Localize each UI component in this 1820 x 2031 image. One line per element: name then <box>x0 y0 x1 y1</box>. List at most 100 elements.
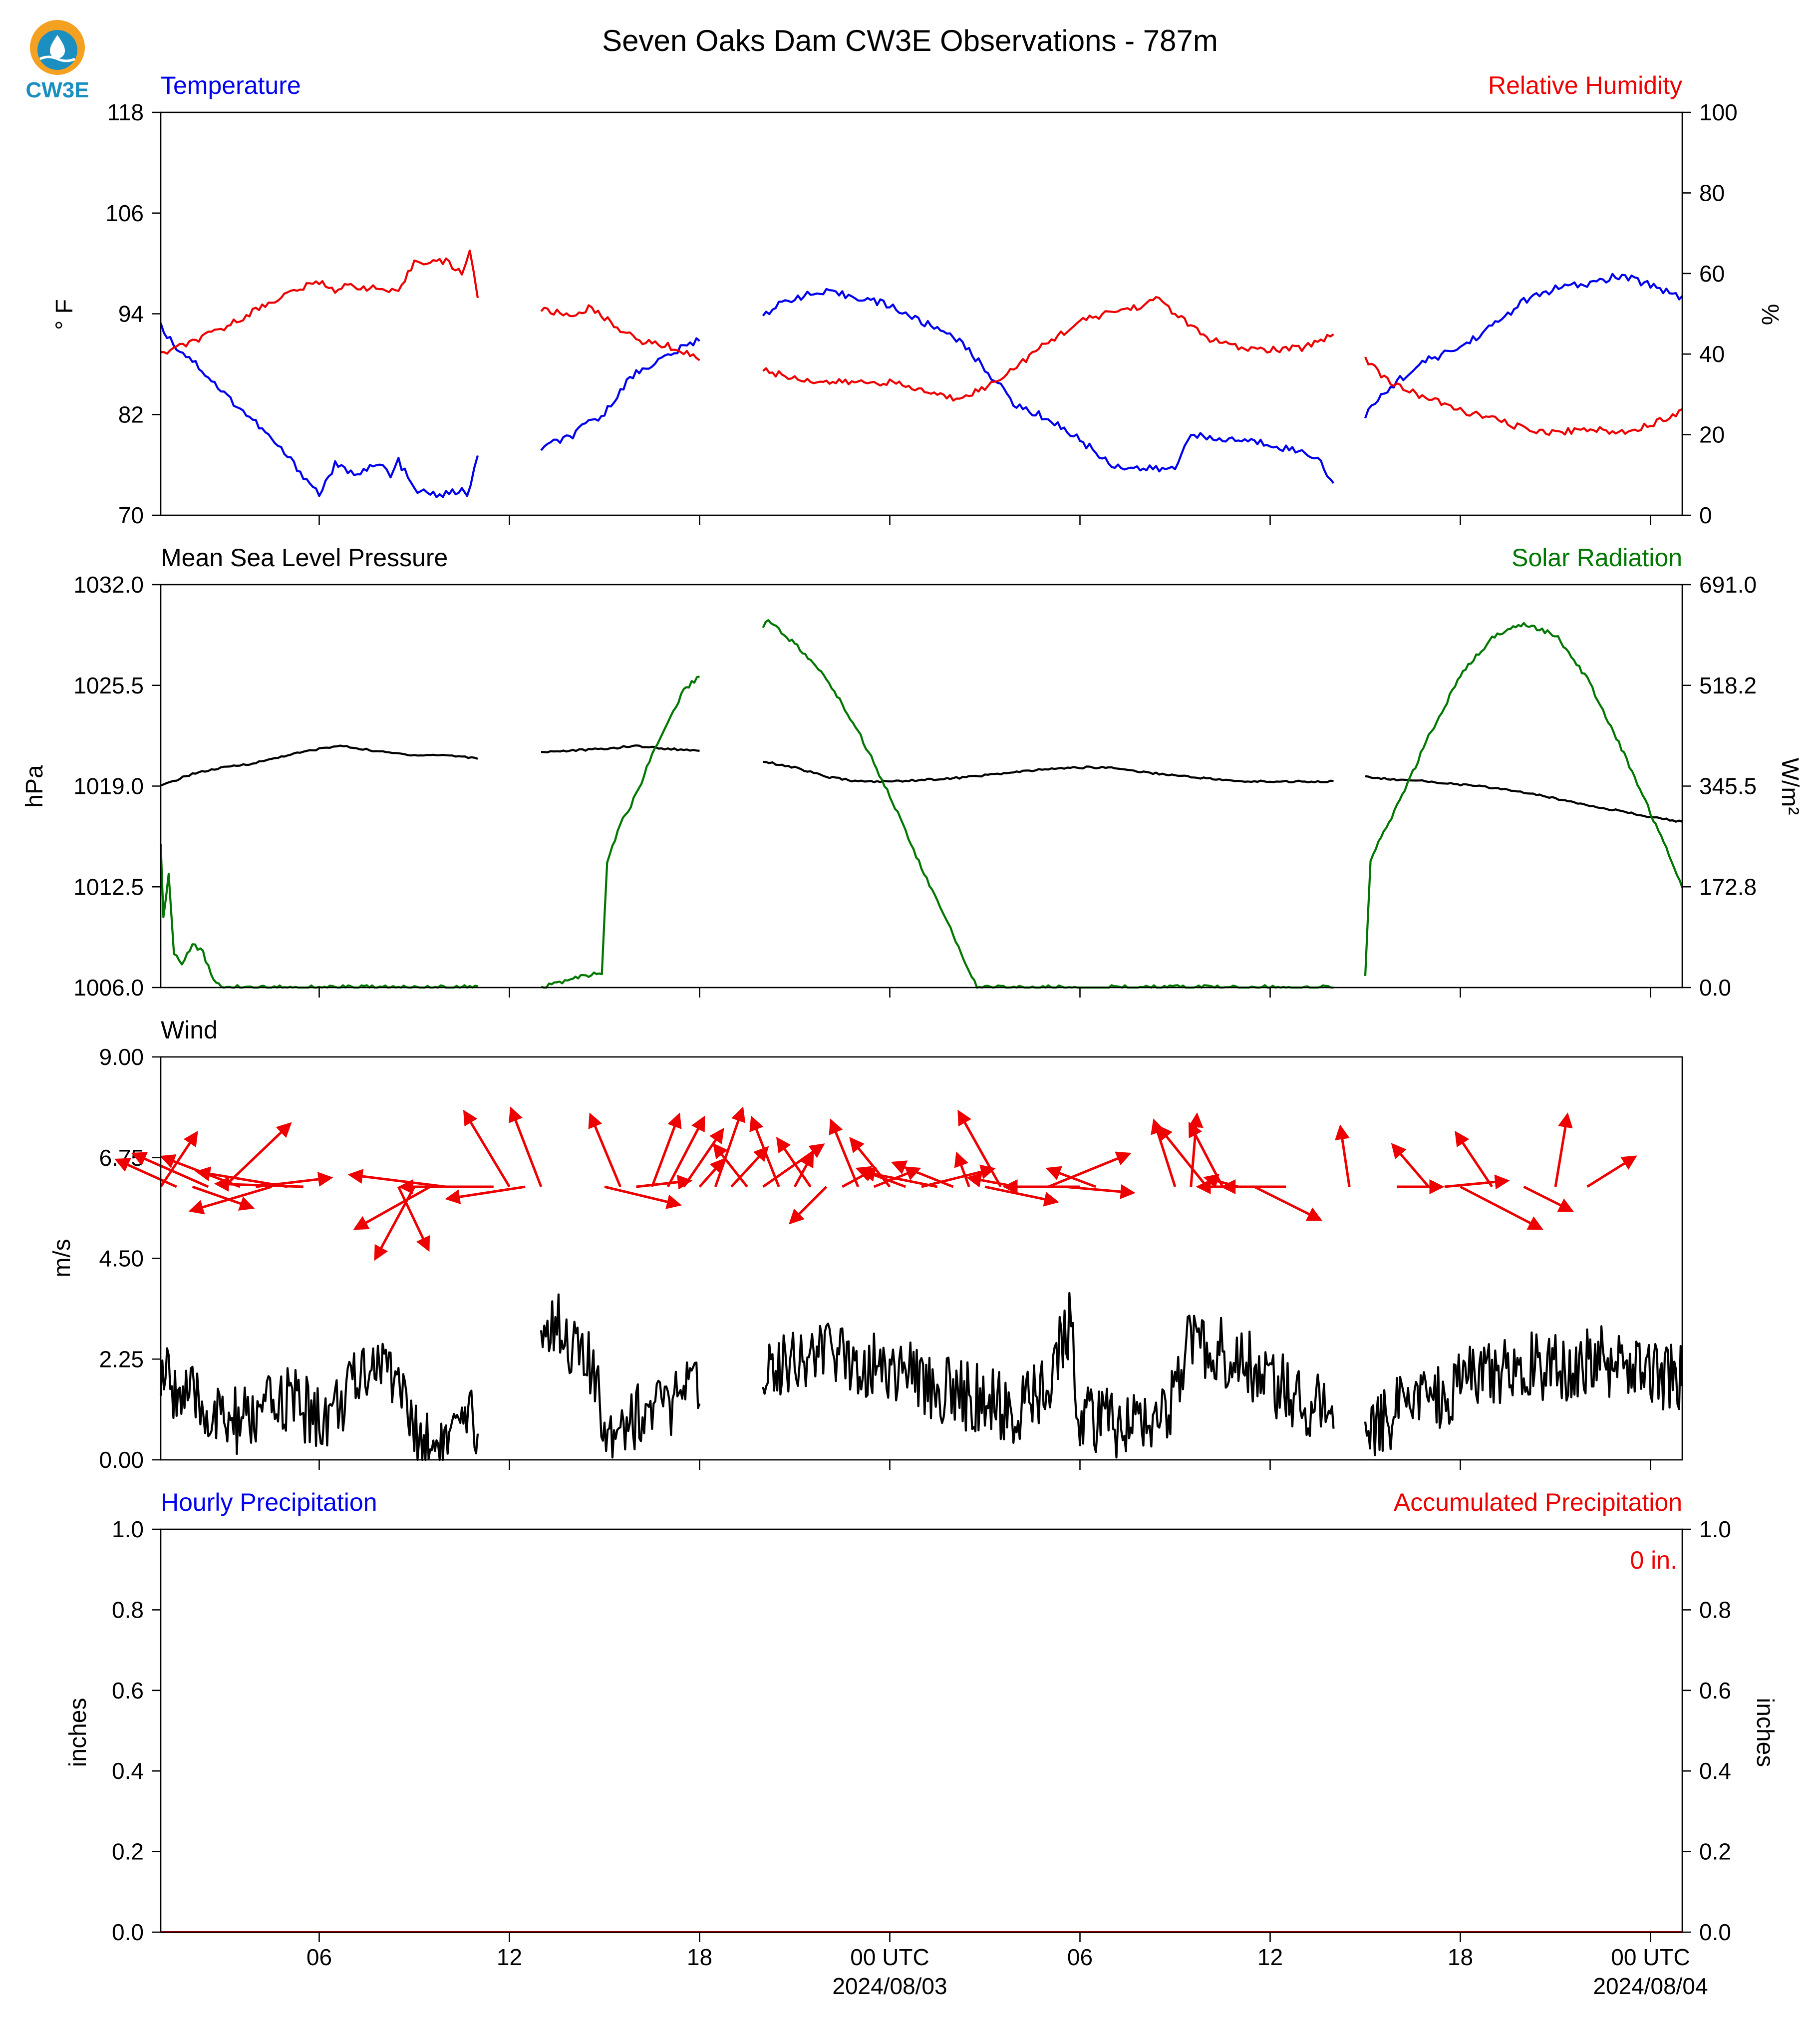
y-tick-label-right: 60 <box>1699 261 1725 287</box>
ylabel-accum-precip: inches <box>1752 1698 1778 1767</box>
panel-title-hourly-precip: Hourly Precipitation <box>161 1488 377 1516</box>
ylabel-temperature: ° F <box>51 299 78 330</box>
ylabel-hourly-precip: inches <box>65 1698 91 1767</box>
panel-title-accum-precip: Accumulated Precipitation <box>1394 1488 1682 1516</box>
y-tick-label-left: 1025.5 <box>73 673 144 698</box>
panel-title-humidity: Relative Humidity <box>1488 71 1682 99</box>
y-tick-label-right: 20 <box>1699 422 1725 448</box>
wind-arrow <box>192 1185 255 1211</box>
ylabel-humidity: % <box>1757 304 1783 326</box>
wind-arrow <box>114 1158 177 1188</box>
y-tick-label-right: 0.4 <box>1699 1758 1731 1784</box>
wind-arrow <box>954 1151 970 1187</box>
accum-precip-annotation: 0 in. <box>1630 1546 1677 1574</box>
x-tick-label: 00 UTC <box>850 1944 929 1970</box>
wind-arrow <box>463 1109 511 1188</box>
wind-arrow <box>159 1130 198 1188</box>
wind-arrow <box>1444 1174 1510 1190</box>
y-tick-label-left: 70 <box>118 502 144 528</box>
y-tick-label-left: 94 <box>118 301 144 327</box>
y-tick-label-right: 0.2 <box>1699 1839 1731 1865</box>
cw3e-logo: CW3E <box>25 20 89 102</box>
wind-arrow <box>445 1185 526 1205</box>
x-axis: 06 12 18 00 UTC 2024/08/03 06 12 18 00 UTC 2024/0… <box>306 515 1708 1999</box>
y-tick-label-left: 2.25 <box>99 1346 144 1372</box>
wind-arrow <box>712 1143 748 1188</box>
ylabel-pressure: hPa <box>21 765 48 808</box>
panel-wind: Wind m/s 0.00 2.25 4.50 6.75 9.00 <box>49 1016 1684 1473</box>
plot-frame-pressure <box>160 584 1683 989</box>
panel-title-solar: Solar Radiation <box>1512 544 1682 572</box>
y-tick-label-left: 6.75 <box>99 1145 144 1171</box>
series-line-relative-humidity <box>160 249 1683 436</box>
wind-arrow <box>829 1118 860 1187</box>
logo-drop-icon <box>50 35 65 58</box>
wind-arrow <box>1335 1124 1351 1187</box>
wind-arrow <box>636 1174 693 1190</box>
y-tick-label-left: 4.50 <box>99 1246 144 1272</box>
wind-arrow <box>730 1146 769 1188</box>
wind-arrow <box>698 1158 725 1188</box>
wind-arrow <box>131 1152 209 1188</box>
y-tick-label-right: 0.0 <box>1699 975 1731 1001</box>
y-tick-label-left: 1006.0 <box>73 975 144 1001</box>
panel-title-temperature: Temperature <box>161 71 301 99</box>
x-tick-label: 12 <box>497 1944 522 1970</box>
wind-arrow <box>223 1122 292 1188</box>
wind-arrow <box>957 1109 1002 1188</box>
wind-arrow <box>984 1185 1059 1207</box>
series-line-mean-sea-level-pressure <box>160 744 1683 823</box>
y-tick-label-right: 100 <box>1699 99 1738 125</box>
x-tick-label: 18 <box>1448 1944 1473 1970</box>
y-tick-label-right: 518.2 <box>1699 673 1757 698</box>
wind-arrow <box>842 1167 878 1188</box>
y-tick-label-left: 106 <box>105 200 144 226</box>
x-tick-label: 00 UTC <box>1611 1944 1690 1970</box>
wind-arrow <box>1151 1118 1177 1187</box>
wind-arrow <box>604 1185 682 1209</box>
wind-arrow <box>650 1112 682 1187</box>
series-line-solar-radiation <box>159 619 1683 989</box>
panel-pressure-solar: Mean Sea Level Pressure Solar Radiation … <box>21 544 1803 1001</box>
wind-arrow <box>588 1112 622 1187</box>
wind-arrow <box>682 1127 724 1188</box>
wind-arrow <box>188 1185 272 1215</box>
wind-arrow <box>921 1164 996 1188</box>
wind-arrow <box>508 1106 543 1187</box>
series-line-wind-speed <box>159 1292 1684 1461</box>
y-tick-label-left: 0.00 <box>99 1447 144 1473</box>
x-tick-label: 18 <box>687 1944 712 1970</box>
x-tick-date: 2024/08/04 <box>1593 1973 1708 1999</box>
y-tick-label-left: 0.4 <box>112 1758 144 1784</box>
y-tick-label-right: 1.0 <box>1699 1516 1731 1542</box>
y-tick-label-right: 345.5 <box>1699 773 1757 799</box>
y-tick-label-right: 40 <box>1699 341 1725 367</box>
x-tick-date: 2024/08/03 <box>832 1973 947 1999</box>
y-tick-label-left: 1012.5 <box>73 874 144 900</box>
plot-frame-precip <box>160 1528 1683 1933</box>
y-tick-label-right: 0.6 <box>1699 1678 1731 1703</box>
panel-temperature-humidity: Temperature Relative Humidity ° F % 70 82… <box>51 71 1783 528</box>
y-tick-label-left: 9.00 <box>99 1044 144 1070</box>
x-tick-label: 06 <box>1067 1944 1093 1970</box>
y-tick-label-left: 118 <box>107 99 144 125</box>
wind-arrow <box>1157 1125 1208 1188</box>
wind-arrow <box>1523 1185 1574 1212</box>
y-tick-label-right: 0 <box>1699 502 1712 528</box>
wind-arrow <box>860 1167 938 1188</box>
wind-arrow <box>1455 1130 1494 1188</box>
y-tick-label-left: 0.6 <box>112 1678 144 1703</box>
wind-arrow <box>666 1115 705 1188</box>
wind-arrow <box>793 1151 814 1188</box>
wind-arrow <box>1253 1185 1323 1221</box>
panel-title-wind: Wind <box>161 1016 218 1044</box>
y-tick-label-left: 1.0 <box>112 1516 144 1542</box>
wind-arrow <box>1586 1155 1637 1188</box>
wind-arrow <box>1460 1185 1543 1230</box>
series-line-temperature <box>160 273 1683 498</box>
wind-arrow <box>353 1185 431 1230</box>
ylabel-wind: m/s <box>49 1239 75 1277</box>
y-tick-label-left: 0.0 <box>112 1919 144 1945</box>
y-tick-label-left: 82 <box>118 401 144 427</box>
y-tick-label-right: 0.8 <box>1699 1597 1731 1623</box>
